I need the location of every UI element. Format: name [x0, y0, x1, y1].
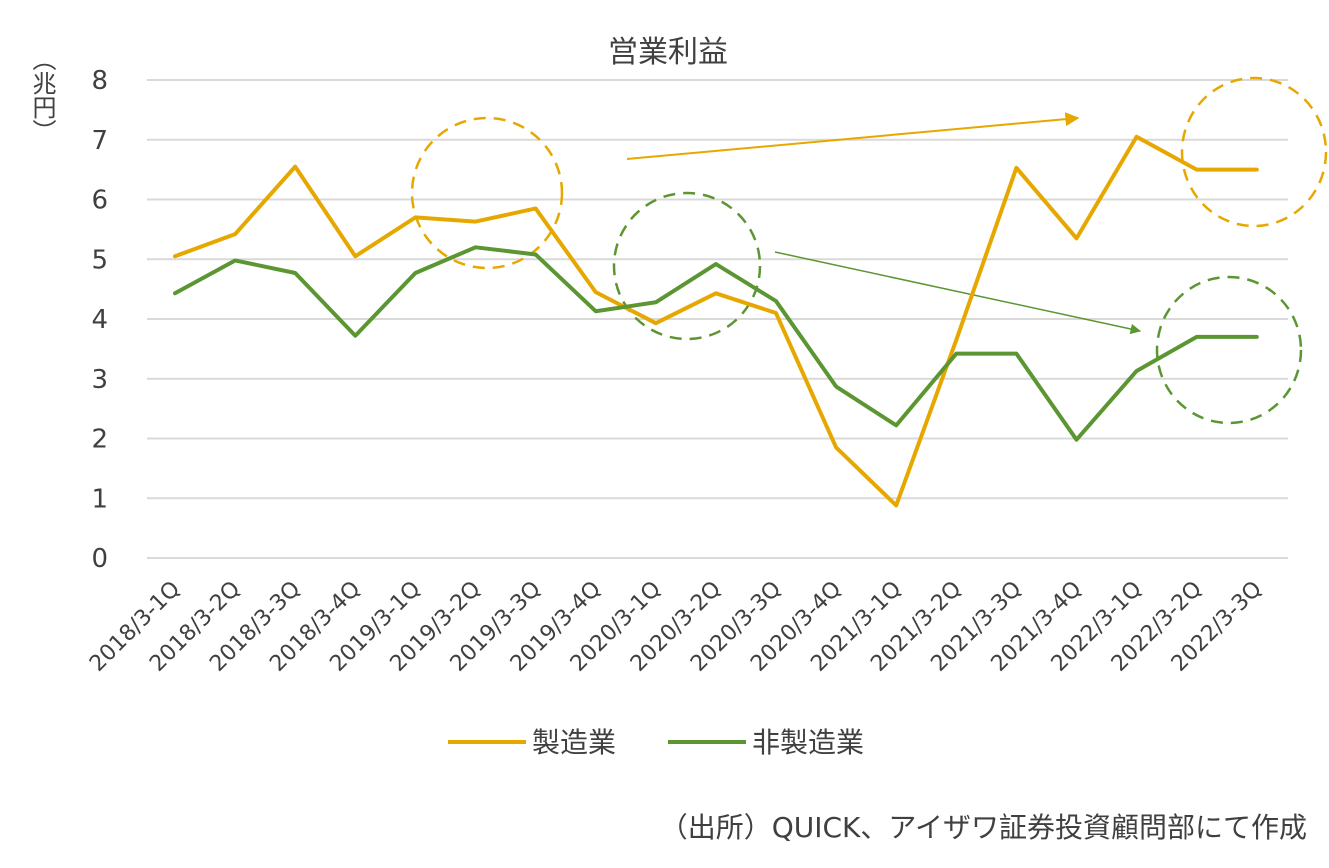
highlight-circle	[612, 191, 762, 341]
legend-label: 製造業	[532, 726, 616, 759]
x-axis-ticks: 2018/3-1Q2018/3-2Q2018/3-3Q2018/3-4Q2019…	[85, 577, 1267, 677]
series-lines	[173, 134, 1259, 508]
y-tick-label: 5	[91, 245, 108, 275]
y-axis-unit-label: （兆円）	[28, 47, 56, 143]
trend-arrow	[774, 251, 1142, 335]
line-chart: 営業利益 （兆円） 0 1 2 3 4 5 6 7 8 2018/3-1Q2018/3-2Q20…	[28, 35, 1328, 759]
y-tick-label: 6	[91, 186, 108, 216]
trend-arrow	[626, 112, 1080, 160]
y-tick-label: 1	[91, 484, 108, 514]
y-tick-label: 3	[91, 365, 108, 395]
y-tick-label: 2	[91, 425, 108, 455]
chart-title: 営業利益	[608, 35, 728, 70]
highlight-circle	[1155, 275, 1303, 425]
y-axis-ticks: 0 1 2 3 4 5 6 7 8	[91, 66, 108, 574]
y-tick-label: 4	[91, 305, 108, 335]
y-tick-label: 8	[91, 66, 108, 96]
y-tick-label: 0	[91, 544, 108, 574]
y-tick-label: 7	[91, 126, 108, 156]
legend: 製造業 非製造業	[448, 726, 864, 759]
annotations	[410, 76, 1328, 425]
series-line	[173, 245, 1259, 442]
legend-label: 非製造業	[752, 726, 864, 759]
source-note: （出所）QUICK、アイザワ証券投資顧問部にて作成	[659, 811, 1307, 844]
highlight-circle	[410, 116, 564, 270]
series-line	[173, 134, 1259, 508]
highlight-circle	[1180, 76, 1328, 228]
